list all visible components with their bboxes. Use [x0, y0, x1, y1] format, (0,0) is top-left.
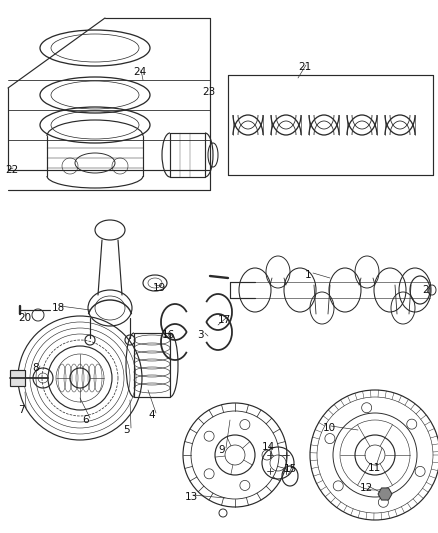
Text: 7: 7	[18, 405, 25, 415]
Text: 17: 17	[218, 315, 231, 325]
Text: 16: 16	[162, 330, 175, 340]
Text: 14: 14	[262, 442, 275, 452]
Text: 6: 6	[82, 415, 88, 425]
Text: 3: 3	[197, 330, 204, 340]
Polygon shape	[378, 488, 392, 500]
Text: 2: 2	[422, 285, 429, 295]
Text: 8: 8	[32, 363, 39, 373]
Text: 15: 15	[284, 464, 297, 474]
Text: 20: 20	[18, 313, 31, 323]
Polygon shape	[10, 370, 25, 386]
Text: 11: 11	[368, 463, 381, 473]
Text: 13: 13	[185, 492, 198, 502]
Text: 24: 24	[133, 67, 146, 77]
Text: 19: 19	[153, 283, 166, 293]
Text: 23: 23	[202, 87, 215, 97]
Text: 1: 1	[305, 270, 311, 280]
Text: 5: 5	[123, 425, 130, 435]
Text: 9: 9	[218, 445, 225, 455]
Text: 22: 22	[5, 165, 18, 175]
Text: 12: 12	[360, 483, 373, 493]
Text: 21: 21	[298, 62, 311, 72]
Text: 10: 10	[323, 423, 336, 433]
Text: 4: 4	[148, 410, 155, 420]
Text: 18: 18	[52, 303, 65, 313]
